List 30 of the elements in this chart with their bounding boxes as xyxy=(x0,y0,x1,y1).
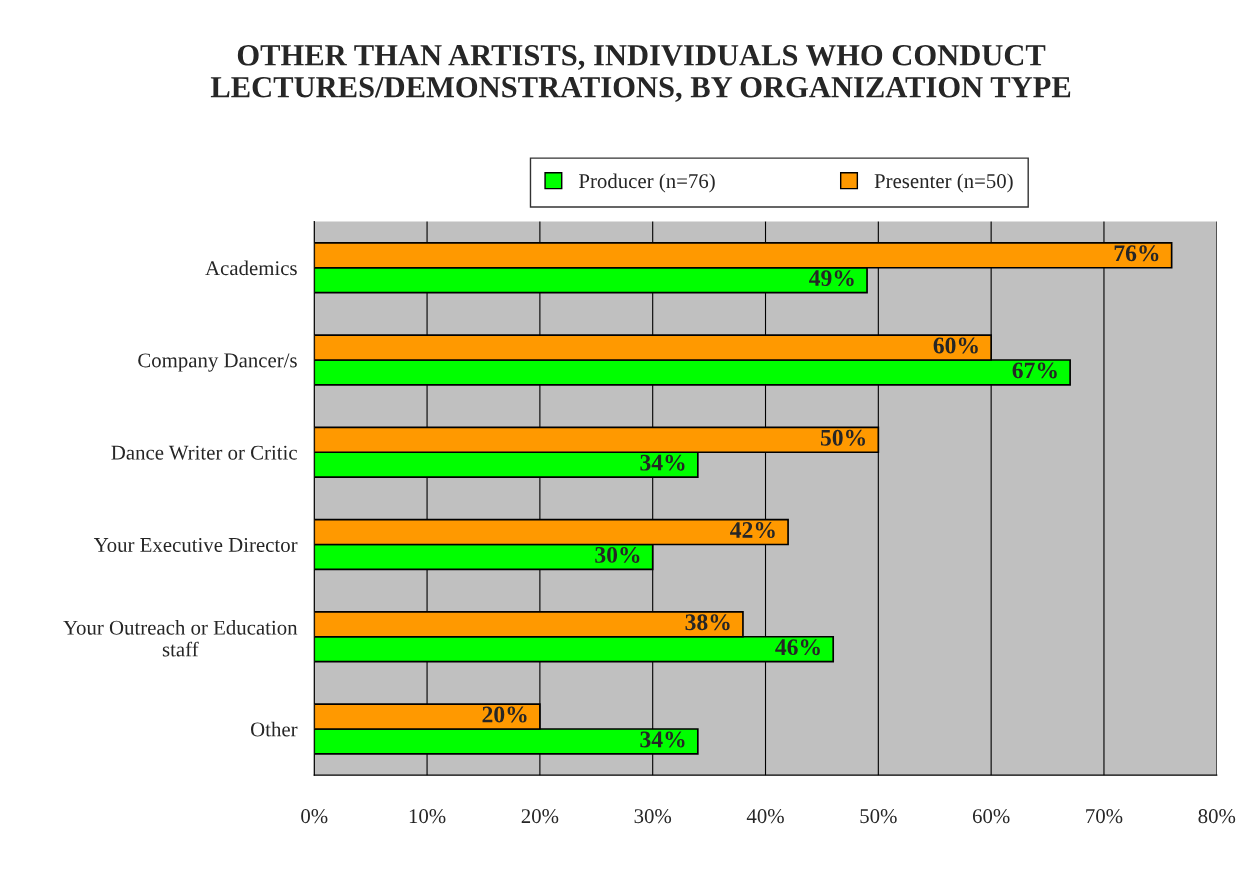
data-label: 34% xyxy=(640,731,685,748)
data-label: 42% xyxy=(730,522,775,539)
data-label: 20% xyxy=(482,706,527,723)
data-label: 46% xyxy=(775,639,820,656)
data-label: 38% xyxy=(685,614,730,631)
data-label: 50% xyxy=(820,429,865,446)
x-tick-label: 20% xyxy=(521,809,559,824)
data-label: 30% xyxy=(595,546,640,563)
x-tick-label: 70% xyxy=(1086,809,1123,824)
y-tick-label: Company Dancer/s xyxy=(138,353,297,372)
x-tick-label: 60% xyxy=(972,809,1010,824)
data-label: 76% xyxy=(1114,245,1159,262)
data-label: 67% xyxy=(1012,362,1057,379)
legend-label: Presenter (n=50) xyxy=(874,173,1013,193)
x-tick-label: 0% xyxy=(301,809,328,824)
y-tick-label: Your Outreach or Education staff xyxy=(63,620,298,657)
data-label: 49% xyxy=(809,270,854,287)
x-tick-label: 40% xyxy=(746,809,784,824)
x-tick-label: 80% xyxy=(1198,809,1236,824)
x-tick-label: 30% xyxy=(634,809,672,824)
y-tick-label: Academics xyxy=(205,260,297,276)
y-tick-label: Other xyxy=(251,721,298,737)
legend-label: Producer (n=76) xyxy=(579,173,715,193)
chart-title: OTHER THAN ARTISTS, INDIVIDUALS WHO CONDUCT LECTURES/DEMONSTRATIONS, BY ORGANIZATION TYPE xyxy=(210,45,1071,102)
data-label: 60% xyxy=(933,337,978,354)
x-tick-label: 10% xyxy=(409,809,446,824)
y-tick-label: Dance Writer or Critic xyxy=(111,445,297,460)
y-tick-label: Your Executive Director xyxy=(93,537,298,552)
data-label: 34% xyxy=(640,454,685,471)
x-tick-label: 50% xyxy=(860,809,897,824)
